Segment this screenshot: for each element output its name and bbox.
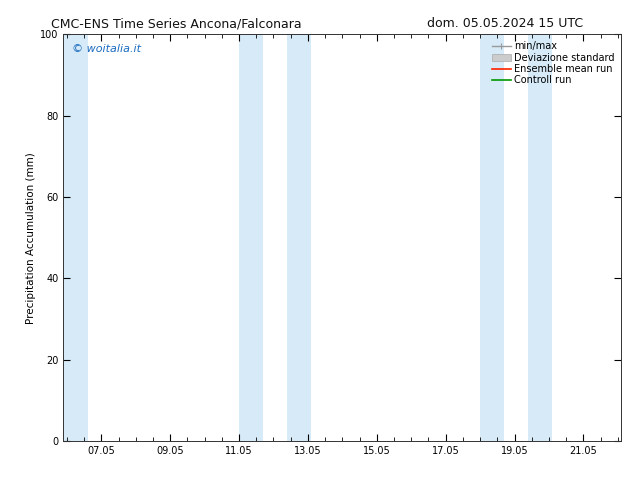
Bar (287, 34, 311, 441)
Legend: min/max, Deviazione standard, Ensemble mean run, Controll run: min/max, Deviazione standard, Ensemble m… (489, 39, 616, 87)
Text: CMC-ENS Time Series Ancona/Falconara: CMC-ENS Time Series Ancona/Falconara (51, 17, 301, 30)
Text: dom. 05.05.2024 15 UTC: dom. 05.05.2024 15 UTC (427, 17, 583, 30)
Y-axis label: Precipitation Accumulation (mm): Precipitation Accumulation (mm) (26, 152, 36, 323)
Bar (480, 34, 504, 441)
Bar (239, 34, 263, 441)
Text: © woitalia.it: © woitalia.it (72, 45, 141, 54)
Bar (528, 34, 552, 441)
Bar (63, 34, 87, 441)
